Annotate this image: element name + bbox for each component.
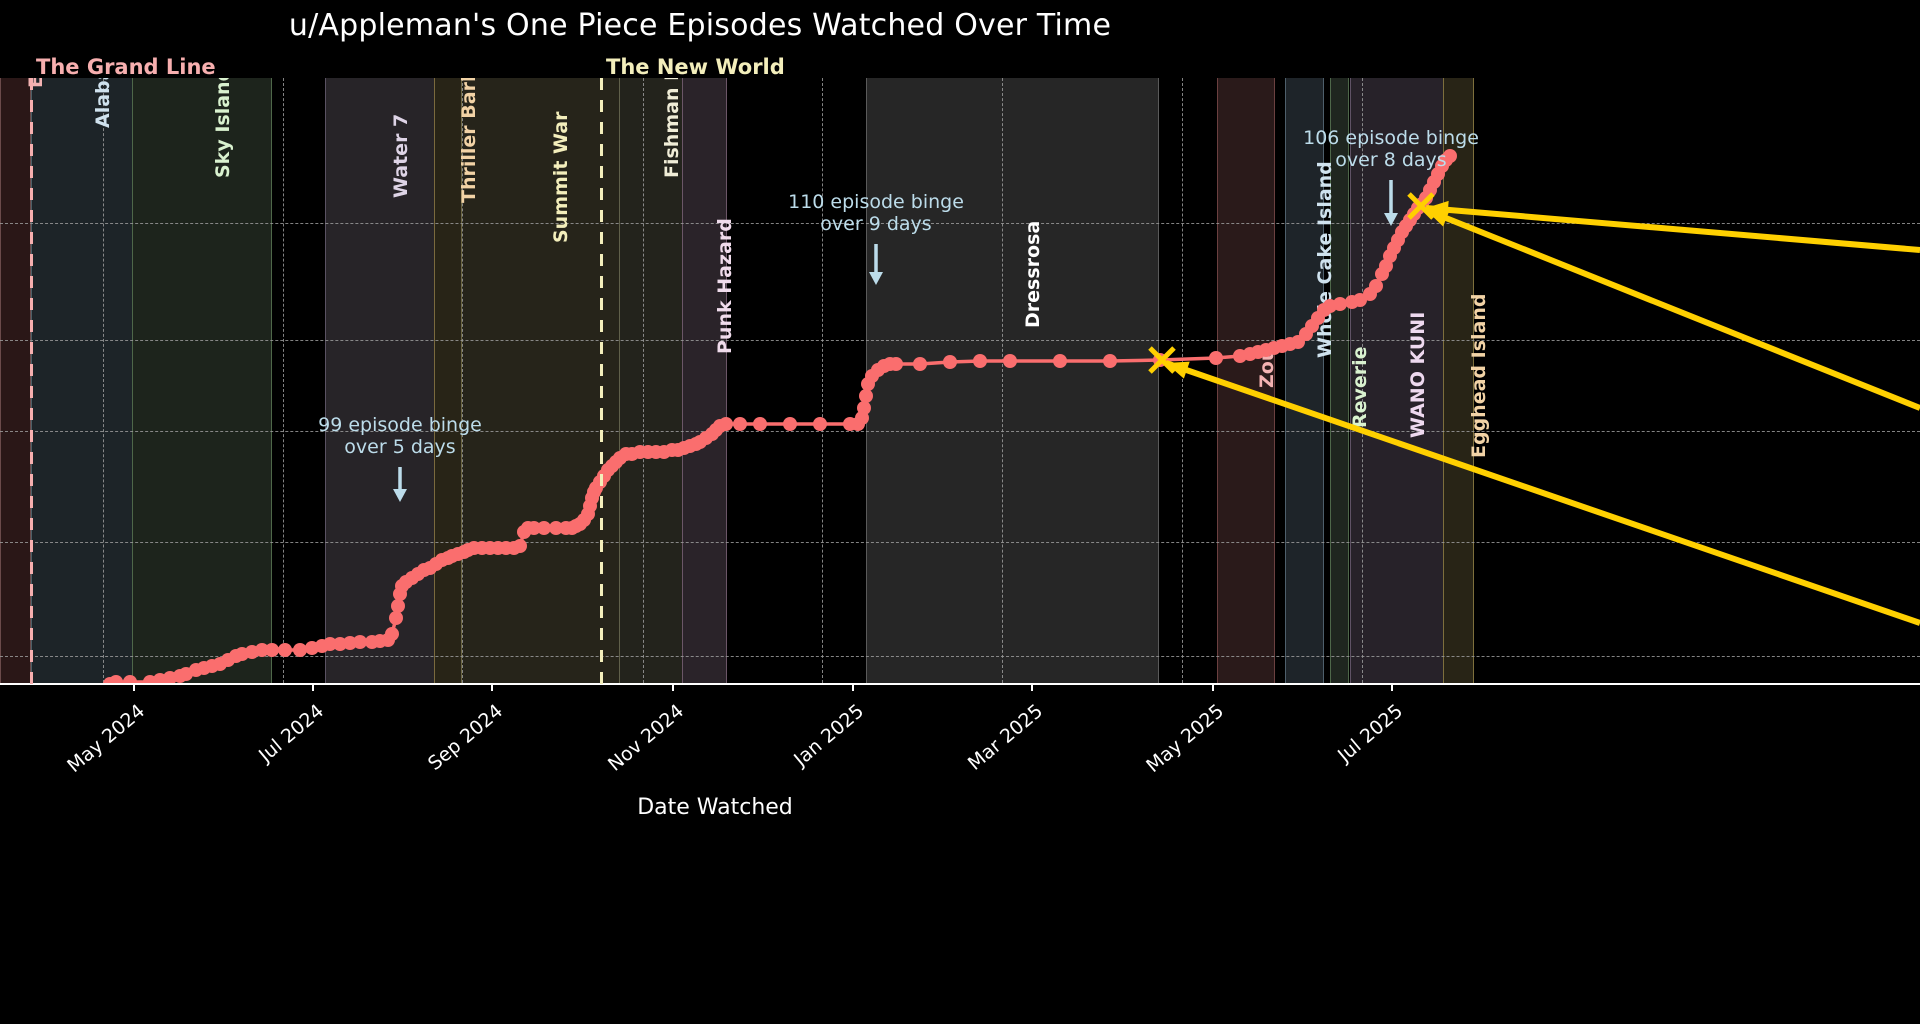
arc-band-edge — [866, 78, 867, 683]
data-point-marker — [813, 417, 827, 431]
binge-annotation: 99 episode binge over 5 days — [318, 414, 482, 458]
arc-band-edge — [1217, 78, 1218, 683]
x-tick-mark — [491, 683, 493, 691]
arc-band — [31, 78, 132, 683]
data-point-marker — [753, 417, 767, 431]
x-tick-label: Jan 2025 — [789, 700, 869, 771]
arc-label: Punk Hazard — [714, 218, 736, 354]
arc-band — [434, 78, 461, 683]
x-tick-label: Jul 2024 — [254, 700, 329, 767]
data-point-marker — [293, 643, 307, 657]
arc-label: East Blue — [25, 78, 47, 88]
x-tick-label: Sep 2024 — [423, 700, 508, 775]
arc-label: Sky Island — [211, 78, 234, 178]
arc-label: Fishman Island — [660, 78, 683, 178]
x-tick-label: Jul 2025 — [1333, 700, 1408, 767]
x-tick-mark — [1212, 683, 1214, 691]
arc-band-edge — [619, 78, 620, 683]
saga-divider-line — [600, 78, 603, 686]
x-tick-mark — [133, 683, 135, 691]
page-title: u/Appleman's One Piece Episodes Watched … — [288, 8, 1112, 43]
data-point-marker — [278, 643, 292, 657]
binge-annotation: 106 episode binge over 8 days — [1303, 127, 1479, 171]
gridline-horizontal — [0, 656, 1920, 657]
arc-band — [461, 78, 619, 683]
gridline-horizontal — [0, 431, 1920, 432]
data-point-marker — [733, 417, 747, 431]
arc-label: Zou — [1255, 347, 1278, 388]
data-point-marker — [305, 641, 319, 655]
arc-band-edge — [1158, 78, 1159, 683]
gridline-vertical — [822, 78, 823, 683]
x-axis-line — [0, 683, 1920, 685]
gridline-horizontal — [0, 340, 1920, 341]
x-axis-title: Date Watched — [637, 795, 793, 820]
x-tick-mark — [312, 683, 314, 691]
x-tick-mark — [1391, 683, 1393, 691]
arc-label: Thriller Bark — [457, 78, 480, 203]
x-tick-mark — [672, 683, 674, 691]
x-tick-mark — [852, 683, 854, 691]
arc-band-edge — [0, 78, 1, 683]
gridline-vertical — [283, 78, 284, 683]
saga-label: The New World — [606, 55, 785, 79]
arc-band-edge — [132, 78, 133, 683]
arc-band-edge — [325, 78, 326, 683]
saga-label: The Grand Line — [36, 55, 216, 79]
arc-band — [132, 78, 271, 683]
arc-label: Reverie — [1349, 346, 1371, 428]
data-point-marker — [851, 417, 865, 431]
gridline-vertical — [643, 78, 644, 683]
gridline-horizontal — [0, 542, 1920, 543]
gridline-vertical — [103, 78, 104, 683]
arc-label: Whole Cake Island — [1314, 161, 1336, 358]
arc-label: Dressrosa — [1022, 220, 1044, 328]
data-point-marker — [783, 417, 797, 431]
arc-band — [325, 78, 434, 683]
x-tick-label: Nov 2024 — [603, 700, 689, 776]
x-tick-label: Mar 2025 — [963, 700, 1048, 775]
x-tick-label: May 2024 — [63, 700, 150, 778]
arc-label: WANO KUNI — [1406, 311, 1429, 438]
arc-label: Water 7 — [389, 113, 412, 198]
x-tick-label: May 2025 — [1142, 700, 1229, 778]
binge-annotation: 110 episode binge over 9 days — [788, 191, 964, 235]
arc-label: Egghead Island — [1468, 293, 1490, 458]
saga-divider-line — [30, 78, 33, 686]
arc-band-edge — [726, 78, 727, 683]
arc-label: Alabasta — [91, 78, 114, 128]
gridline-vertical — [1002, 78, 1003, 683]
arc-label: Summit War — [550, 111, 572, 244]
arc-band — [866, 78, 1158, 683]
arc-band — [682, 78, 726, 683]
x-tick-mark — [1031, 683, 1033, 691]
plot-area: East Blue Alabasta Sky Island Water 7 Thrill… — [0, 78, 1920, 683]
arc-band-edge — [271, 78, 272, 683]
arc-band-edge — [434, 78, 435, 683]
data-point-marker — [843, 417, 857, 431]
arc-band — [0, 78, 30, 683]
gridline-vertical — [1182, 78, 1183, 683]
